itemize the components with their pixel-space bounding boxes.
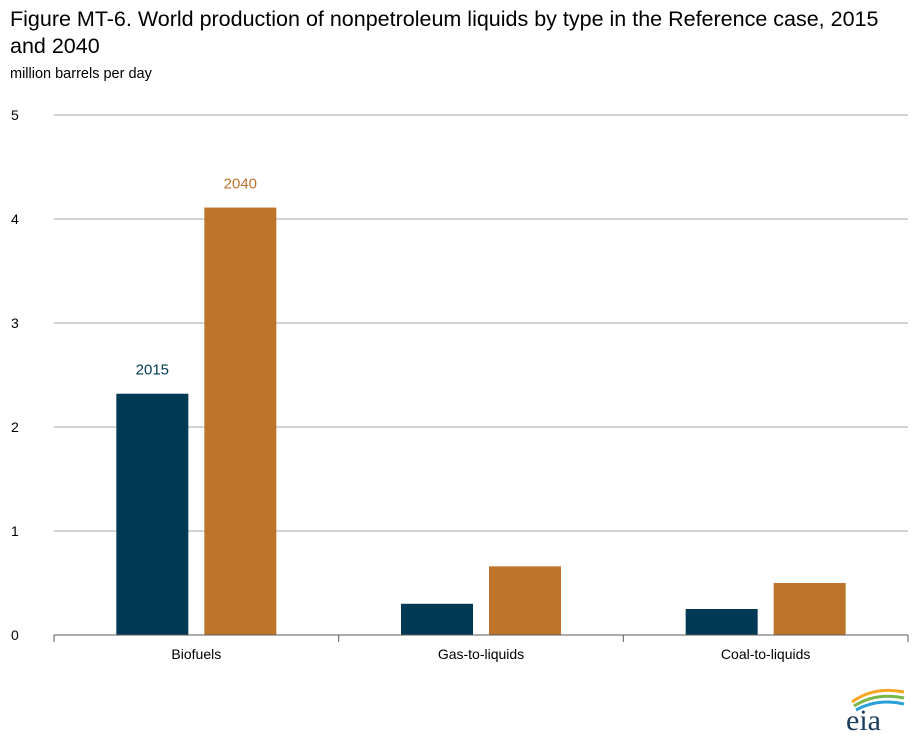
bar-2015-gas-to-liquids bbox=[401, 603, 473, 635]
series-labels: 2015 2040 bbox=[136, 176, 257, 379]
series-label-2015: 2015 bbox=[136, 362, 169, 379]
chart-title: Figure MT-6. World production of nonpetr… bbox=[10, 7, 879, 58]
bar-2015-coal-to-liquids bbox=[685, 609, 758, 635]
y-tick-label: 4 bbox=[11, 211, 19, 227]
y-axis-ticks: 0 1 2 3 4 5 bbox=[11, 107, 19, 643]
series-label-2040: 2040 bbox=[224, 176, 257, 193]
y-axis-units-label: million barrels per day bbox=[10, 66, 152, 82]
bar-chart: 0 1 2 3 4 5 Biofuels Gas-to-liquids Coal-to-liq… bbox=[11, 107, 909, 662]
y-tick-label: 5 bbox=[11, 107, 19, 123]
y-tick-label: 1 bbox=[11, 523, 19, 539]
bar-2015-biofuels bbox=[116, 393, 189, 635]
y-tick-label: 3 bbox=[11, 315, 19, 331]
eia-logo: eia bbox=[846, 688, 905, 734]
gridlines bbox=[54, 114, 908, 532]
y-tick-label: 2 bbox=[11, 419, 19, 435]
x-category-label: Gas-to-liquids bbox=[438, 646, 524, 662]
x-category-label: Coal-to-liquids bbox=[721, 646, 810, 662]
eia-logo-text: eia bbox=[846, 704, 881, 734]
y-tick-label: 0 bbox=[11, 627, 19, 643]
bars bbox=[116, 207, 846, 635]
bar-2040-coal-to-liquids bbox=[773, 583, 846, 635]
x-category-label: Biofuels bbox=[171, 646, 221, 662]
x-axis: Biofuels Gas-to-liquids Coal-to-liquids bbox=[53, 634, 909, 662]
bar-2040-biofuels bbox=[204, 207, 277, 635]
bar-2040-gas-to-liquids bbox=[489, 566, 561, 635]
